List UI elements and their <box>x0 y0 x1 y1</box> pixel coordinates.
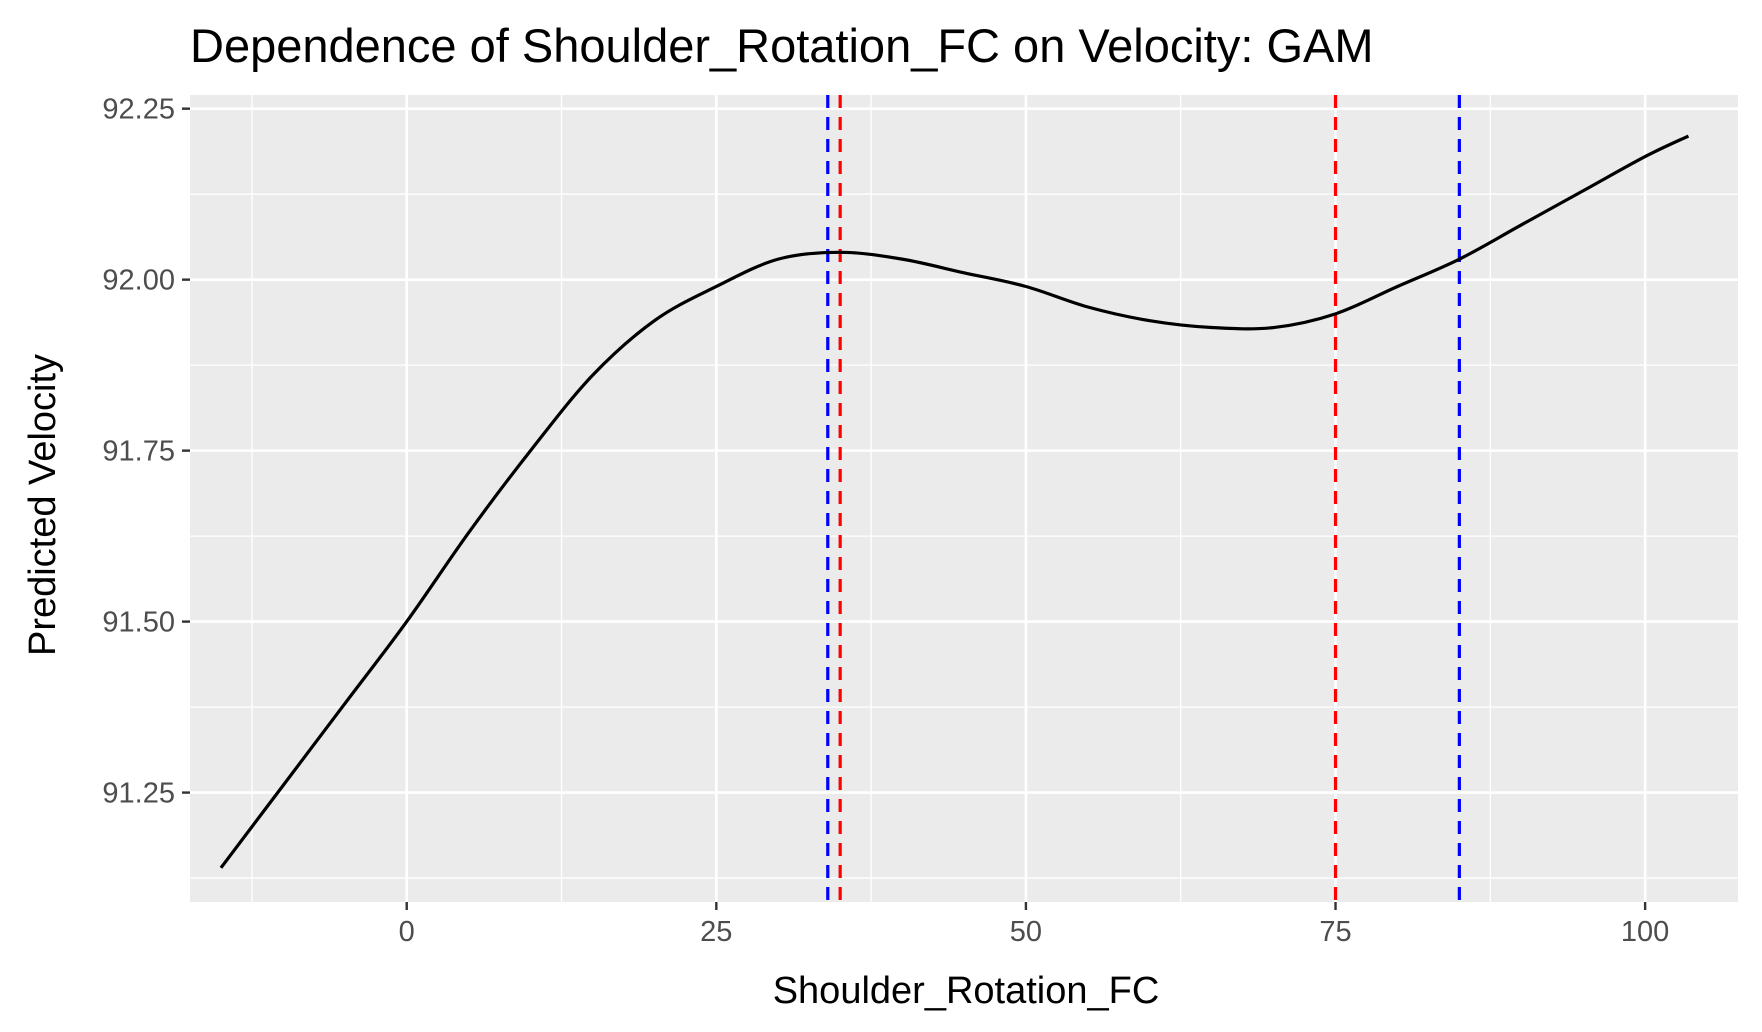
y-tick-label: 92.00 <box>102 265 175 297</box>
series-line <box>219 134 1690 869</box>
x-tick-label: 0 <box>399 916 415 948</box>
chart-title: Dependence of Shoulder_Rotation_FC on Ve… <box>190 19 1374 72</box>
minor-gridlines <box>190 95 1738 902</box>
y-tick-label: 91.75 <box>102 436 175 468</box>
x-axis-title: Shoulder_Rotation_FC <box>773 970 1160 1012</box>
y-tick-label: 92.25 <box>102 94 175 126</box>
y-tick-label: 91.25 <box>102 778 175 810</box>
plot-panel <box>190 95 1738 902</box>
x-tick-label: 25 <box>700 916 732 948</box>
x-axis: 0 25 50 75 100 <box>399 902 1669 948</box>
x-tick-label: 75 <box>1319 916 1351 948</box>
reference-lines <box>826 95 1461 902</box>
y-axis: 91.25 91.50 91.75 92.00 92.25 <box>102 94 190 810</box>
x-tick-label: 100 <box>1621 916 1669 948</box>
y-axis-title: Predicted Velocity <box>22 354 64 656</box>
x-tick-label: 50 <box>1010 916 1042 948</box>
y-tick-label: 91.50 <box>102 607 175 639</box>
